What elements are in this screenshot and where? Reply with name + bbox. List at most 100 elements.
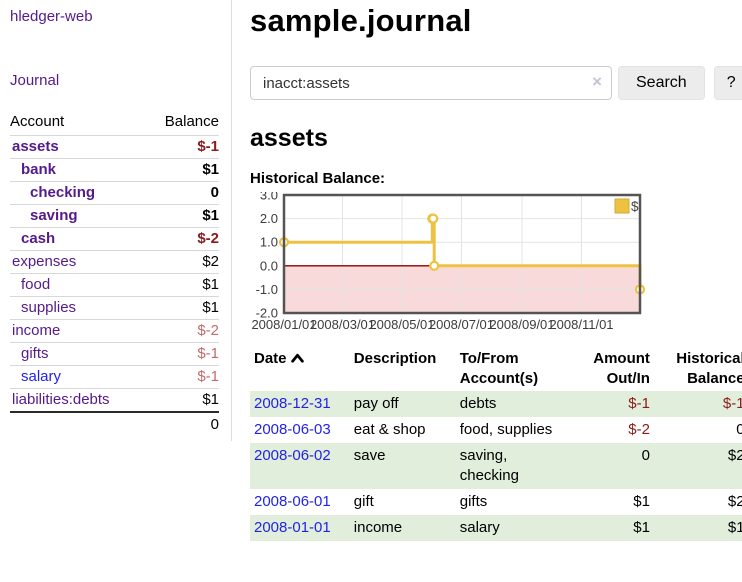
account-balance: $1 xyxy=(145,273,219,297)
account-row: gifts $-1 xyxy=(10,342,219,366)
sidebar-account-checking[interactable]: checking xyxy=(30,184,96,201)
account-row: income $-2 xyxy=(10,319,219,343)
account-balance: $-1 xyxy=(145,365,219,389)
svg-text:0.0: 0.0 xyxy=(260,258,278,273)
transaction-row: 2008-06-02 save saving, checking 0 $2 xyxy=(250,443,742,489)
register-table: Date Description To/From Account(s) Amou… xyxy=(250,347,742,541)
account-row: bank $1 xyxy=(10,158,219,182)
svg-text:2008/07/01: 2008/07/01 xyxy=(429,317,494,332)
search-input[interactable] xyxy=(250,66,612,100)
register-header-balance: Historical Balance xyxy=(676,350,742,387)
account-balance: $-1 xyxy=(145,135,219,159)
svg-text:1.0: 1.0 xyxy=(260,235,278,250)
sidebar-account-gifts[interactable]: gifts xyxy=(21,345,49,362)
transaction-amount: $1 xyxy=(633,519,650,536)
svg-text:-1.0: -1.0 xyxy=(256,282,278,297)
accounts-table: Account Balance assets $-1 bank $1 checking 0… xyxy=(10,109,219,436)
search-input-wrap: × xyxy=(250,66,612,100)
sidebar: hledger-web Journal Account Balance asse… xyxy=(0,0,232,441)
sidebar-account-cash[interactable]: cash xyxy=(21,230,56,247)
account-row: checking 0 xyxy=(10,181,219,205)
account-balance: 0 xyxy=(145,181,219,205)
transaction-row: 2008-06-03 eat & shop food, supplies $-2 0 xyxy=(250,417,742,443)
transaction-date-link[interactable]: 2008-06-03 xyxy=(254,421,331,438)
transaction-accounts: saving, checking xyxy=(459,447,519,484)
account-balance: $2 xyxy=(145,250,219,274)
transaction-description: pay off xyxy=(353,395,399,412)
hledger-web-app: hledger-web Journal Account Balance asse… xyxy=(0,0,742,541)
transaction-accounts: gifts xyxy=(459,493,488,510)
sidebar-account-saving[interactable]: saving xyxy=(30,207,78,224)
transaction-date-link[interactable]: 2008-01-01 xyxy=(254,519,331,536)
accounts-total-value: 0 xyxy=(145,411,219,436)
account-row: assets $-1 xyxy=(10,135,219,159)
svg-text:2008/05/01: 2008/05/01 xyxy=(369,317,434,332)
account-row: expenses $2 xyxy=(10,250,219,274)
register-header-accounts: To/From Account(s) xyxy=(459,350,539,387)
accounts-header-row: Account Balance xyxy=(10,109,219,136)
account-row: food $1 xyxy=(10,273,219,297)
transaction-description: eat & shop xyxy=(353,421,426,438)
transaction-balance: $2 xyxy=(727,447,742,464)
account-row: cash $-2 xyxy=(10,227,219,251)
sidebar-account-salary[interactable]: salary xyxy=(21,368,62,385)
svg-text:2008/03/01: 2008/03/01 xyxy=(310,317,375,332)
transaction-balance: 0 xyxy=(736,421,742,438)
sidebar-account-assets[interactable]: assets xyxy=(12,138,59,155)
sidebar-account-expenses[interactable]: expenses xyxy=(12,253,77,270)
register-header-date[interactable]: Date xyxy=(250,347,350,391)
transaction-balance: $-1 xyxy=(722,395,742,412)
svg-text:$: $ xyxy=(631,199,639,214)
transaction-balance: $2 xyxy=(727,493,742,510)
svg-text:2008/09/01: 2008/09/01 xyxy=(489,317,554,332)
help-button[interactable]: ? xyxy=(713,66,742,100)
svg-text:2008/01/01: 2008/01/01 xyxy=(251,317,316,332)
sidebar-item-journal[interactable]: Journal xyxy=(10,72,60,89)
account-balance: $1 xyxy=(145,296,219,320)
account-balance: $-2 xyxy=(145,319,219,343)
account-balance: $1 xyxy=(145,158,219,182)
sidebar-account-liabilities-debts[interactable]: liabilities:debts xyxy=(12,391,110,408)
chart-title: Historical Balance: xyxy=(250,170,386,187)
transaction-balance: $1 xyxy=(727,519,742,536)
account-row: supplies $1 xyxy=(10,296,219,320)
svg-text:2.0: 2.0 xyxy=(260,211,278,226)
search-button[interactable]: Search xyxy=(618,66,705,100)
account-balance: $1 xyxy=(145,388,219,413)
page-title: sample.journal xyxy=(250,3,472,38)
transaction-row: 2008-01-01 income salary $1 $1 xyxy=(250,515,742,541)
transaction-date-link[interactable]: 2008-06-02 xyxy=(254,447,331,464)
transaction-date-link[interactable]: 2008-06-01 xyxy=(254,493,331,510)
account-row: salary $-1 xyxy=(10,365,219,389)
accounts-total-row: 0 xyxy=(10,411,219,436)
register-header-amount: Amount Out/In xyxy=(593,350,650,387)
accounts-header-balance: Balance xyxy=(145,109,219,136)
svg-text:2008/11/01: 2008/11/01 xyxy=(549,317,613,332)
transaction-description: gift xyxy=(353,493,374,510)
sidebar-account-income[interactable]: income xyxy=(12,322,61,339)
transaction-amount: $-2 xyxy=(628,421,650,438)
transaction-row: 2008-06-01 gift gifts $1 $2 xyxy=(250,489,742,515)
svg-text:3.0: 3.0 xyxy=(260,192,278,203)
brand-link[interactable]: hledger-web xyxy=(10,8,93,25)
account-row: saving $1 xyxy=(10,204,219,228)
svg-text:-2.0: -2.0 xyxy=(256,306,278,321)
transaction-accounts: food, supplies xyxy=(459,421,553,438)
transaction-accounts: salary xyxy=(459,519,500,536)
clear-search-icon[interactable]: × xyxy=(592,72,602,91)
transaction-amount: $1 xyxy=(633,493,650,510)
transaction-amount: 0 xyxy=(641,447,650,464)
main-content: sample.journal × Search ? assets Histori… xyxy=(232,0,742,541)
account-heading: assets xyxy=(250,124,328,152)
sidebar-account-supplies[interactable]: supplies xyxy=(21,299,77,316)
sidebar-account-bank[interactable]: bank xyxy=(21,161,57,178)
transaction-description: save xyxy=(353,447,386,464)
account-balance: $-2 xyxy=(145,227,219,251)
account-row: liabilities:debts $1 xyxy=(10,388,219,413)
sidebar-account-food[interactable]: food xyxy=(21,276,51,293)
transaction-description: income xyxy=(353,519,403,536)
register-header-description: Description xyxy=(353,350,437,367)
transaction-amount: $-1 xyxy=(628,395,650,412)
transaction-date-link[interactable]: 2008-12-31 xyxy=(254,395,331,412)
register-header-row: Date Description To/From Account(s) Amou… xyxy=(250,347,742,391)
